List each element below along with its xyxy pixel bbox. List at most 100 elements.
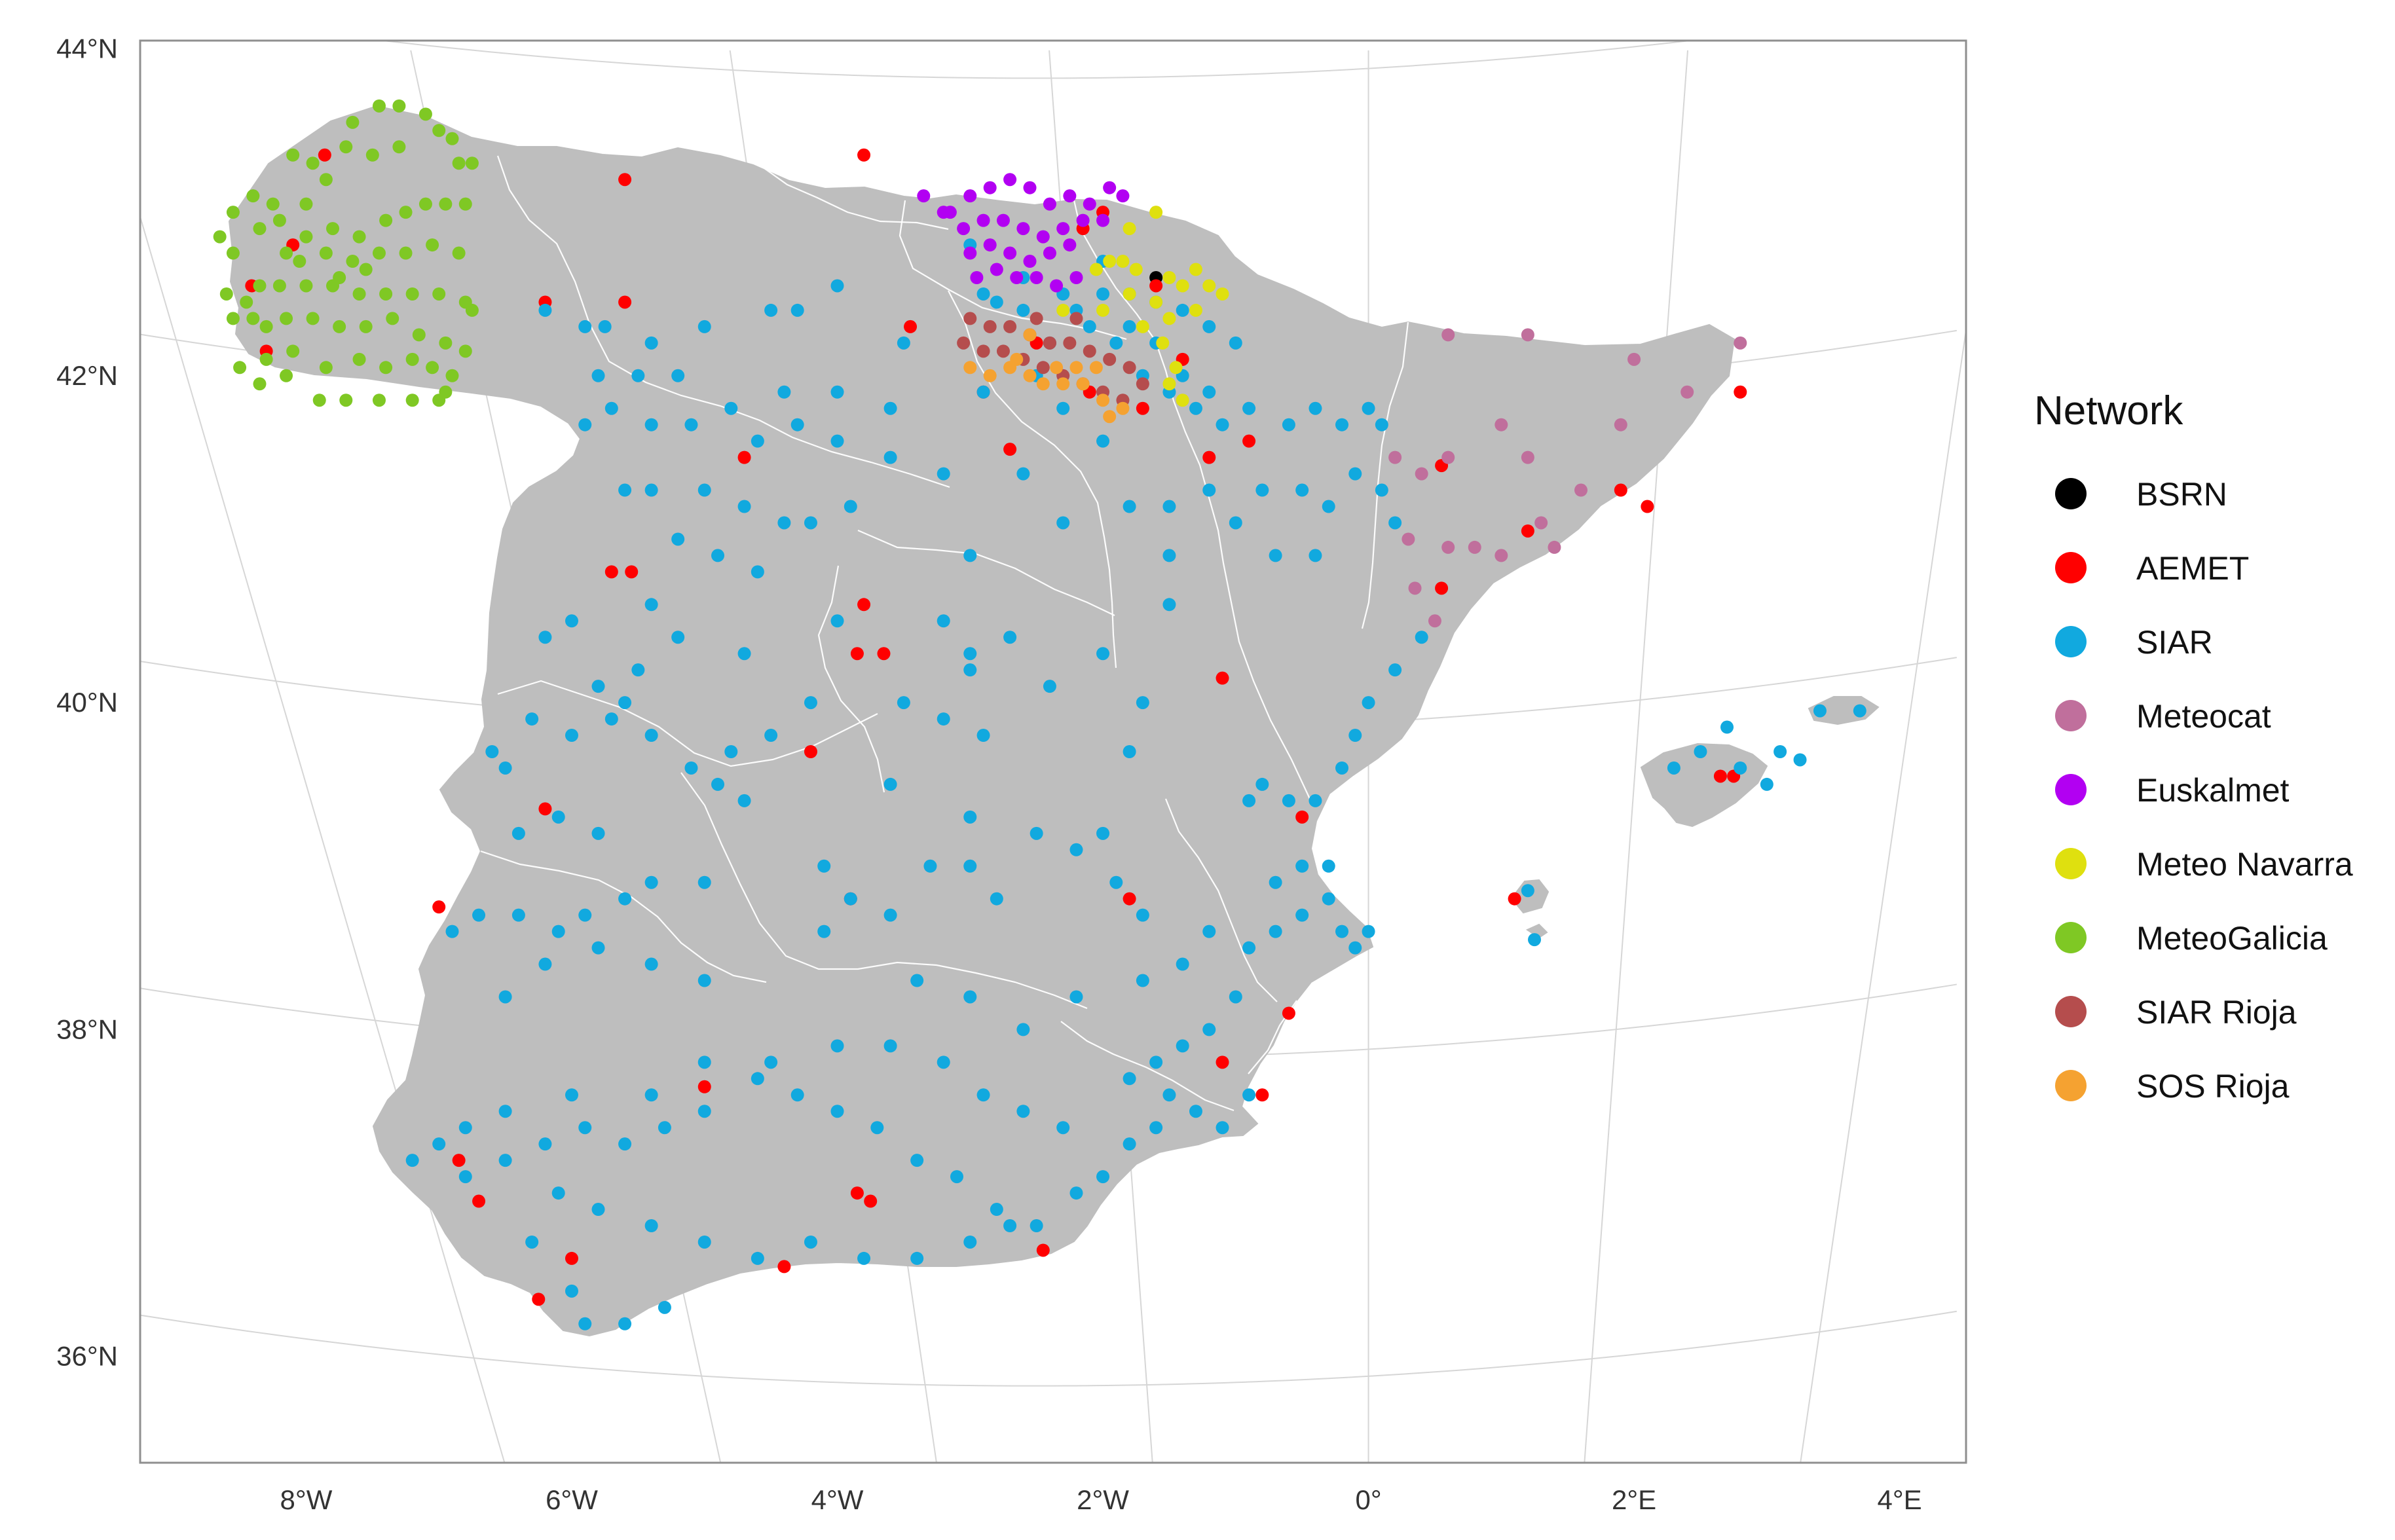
station-point-2-140: [1295, 908, 1309, 922]
legend-item-meteo-navarra: Meteo Navarra: [2055, 846, 2353, 883]
station-point-1-32: [1255, 1088, 1269, 1102]
legend-key-8: [2055, 1070, 2087, 1101]
station-point-2-141: [1322, 892, 1335, 906]
station-point-6-40: [352, 287, 366, 301]
station-point-1-44: [1734, 385, 1747, 399]
station-point-2-133: [1016, 1023, 1030, 1036]
axes: 8°W 6°W 4°W 2°W 0° 2°E 4°E 36°N 38°N 40°N 42°N 44°N: [56, 33, 1922, 1515]
station-point-6-75: [333, 271, 346, 284]
station-point-1-9: [1003, 443, 1017, 456]
station-point-2-242: [538, 631, 552, 644]
station-point-2-177: [565, 1088, 578, 1102]
station-point-1-25: [432, 900, 446, 914]
station-point-2-47: [1189, 401, 1202, 415]
station-point-6-34: [219, 287, 233, 301]
station-point-6-35: [240, 295, 253, 309]
station-point-6-4: [392, 99, 406, 113]
station-point-6-72: [226, 206, 240, 219]
station-point-2-22: [830, 434, 844, 448]
station-point-3-9: [1521, 450, 1534, 464]
station-point-2-26: [644, 483, 658, 497]
station-point-2-105: [1096, 826, 1110, 840]
station-point-6-15: [246, 189, 260, 203]
station-point-2-40: [990, 295, 1003, 309]
station-point-2-188: [591, 1203, 605, 1217]
station-point-8-1: [983, 369, 997, 382]
station-point-3-15: [1495, 549, 1508, 562]
station-point-2-34: [751, 565, 764, 579]
station-point-2-183: [937, 1055, 950, 1069]
station-point-5-11: [1096, 303, 1110, 317]
station-point-2-161: [910, 1154, 924, 1167]
station-point-4-27: [1010, 271, 1024, 284]
station-point-2-35: [644, 598, 658, 612]
station-point-2-208: [1388, 663, 1402, 677]
station-points: [213, 99, 1866, 1330]
station-point-6-55: [458, 344, 472, 358]
station-point-5-14: [1162, 312, 1176, 325]
station-point-6-52: [386, 312, 399, 325]
station-point-1-27: [1123, 892, 1136, 906]
legend-item-meteocat: Meteocat: [2055, 698, 2271, 735]
station-point-2-23: [883, 450, 897, 464]
station-point-7-10: [976, 344, 990, 358]
station-point-2-149: [1123, 1072, 1136, 1086]
station-point-1-31: [1216, 1055, 1229, 1069]
legend-item-aemet: AEMET: [2055, 550, 2249, 587]
station-point-6-9: [392, 140, 406, 154]
station-point-6-3: [372, 99, 386, 113]
station-point-2-127: [644, 957, 658, 971]
station-point-2-167: [658, 1121, 671, 1135]
station-point-2-24: [937, 467, 950, 481]
station-point-2-165: [751, 1072, 764, 1086]
regional-border: [680, 772, 1088, 1010]
station-point-3-5: [1388, 450, 1402, 464]
station-point-2-2: [598, 320, 612, 333]
station-point-2-98: [591, 680, 605, 693]
station-point-7-9: [957, 336, 971, 350]
legend-label-6: MeteoGalicia: [2136, 920, 2328, 957]
station-point-2-136: [1176, 957, 1189, 971]
station-point-6-31: [426, 238, 439, 252]
station-point-2-21: [790, 418, 804, 431]
station-point-7-0: [963, 312, 977, 325]
legend-item-meteogalicia: MeteoGalicia: [2055, 920, 2328, 957]
station-point-6-24: [439, 197, 453, 211]
station-point-6-11: [339, 140, 353, 154]
station-point-6-29: [372, 246, 386, 260]
station-point-1-51: [1149, 279, 1163, 293]
station-point-8-12: [1069, 361, 1083, 375]
station-point-2-137: [1202, 925, 1216, 938]
station-point-4-28: [1030, 271, 1043, 284]
station-point-5-12: [1056, 303, 1070, 317]
station-point-6-28: [346, 255, 360, 268]
station-point-1-39: [532, 1292, 546, 1306]
station-point-2-199: [578, 1317, 592, 1330]
regional-border: [1073, 200, 1310, 799]
station-point-2-37: [737, 647, 751, 661]
station-point-2-217: [1694, 745, 1707, 758]
y-tick-label: 42°N: [56, 360, 118, 391]
station-point-8-9: [1023, 328, 1037, 342]
station-series-siar-rioja: [957, 312, 1149, 407]
station-point-4-2: [963, 189, 977, 203]
station-point-2-75: [1162, 598, 1176, 612]
station-point-2-25: [618, 483, 632, 497]
station-point-6-48: [280, 312, 293, 325]
station-point-6-73: [213, 230, 227, 244]
station-point-2-168: [618, 1137, 632, 1151]
parallel-line: [140, 1310, 1957, 1387]
station-point-3-1: [1521, 328, 1534, 342]
parallel-line: [377, 41, 1696, 79]
station-point-2-201: [658, 1300, 671, 1314]
station-point-2-116: [591, 826, 605, 840]
station-point-4-0: [917, 189, 931, 203]
station-point-2-174: [405, 1154, 419, 1167]
station-point-2-145: [1229, 990, 1242, 1004]
station-point-1-48: [904, 320, 918, 333]
map-panel-border: [139, 39, 1967, 1464]
station-point-2-90: [724, 745, 738, 758]
station-point-4-30: [1069, 271, 1083, 284]
station-point-5-19: [1176, 394, 1189, 407]
station-point-5-2: [1089, 263, 1103, 276]
